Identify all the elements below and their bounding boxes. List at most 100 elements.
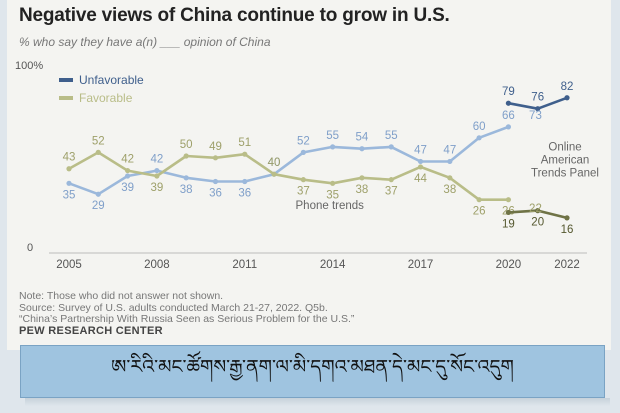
data-point xyxy=(447,175,453,181)
data-label: 38 xyxy=(443,184,456,196)
data-label: 42 xyxy=(150,154,163,166)
data-point xyxy=(505,209,512,216)
banner-caption: ཨ་རིའི་མང་ཚོགས་རྒྱ་ནག་ལ་མི་དགའ་མཐན་དེ་མང… xyxy=(111,355,514,378)
y-tick-label: 0 xyxy=(27,242,33,254)
data-label: 50 xyxy=(180,139,193,151)
data-label: 37 xyxy=(297,186,310,198)
data-label: 40 xyxy=(268,157,281,169)
legend-label: Favorable xyxy=(79,91,133,105)
y-tick-label: 100% xyxy=(15,60,43,72)
data-label: 49 xyxy=(209,141,222,153)
data-point xyxy=(66,180,72,186)
chart-source: Source: Survey of U.S. adults conducted … xyxy=(19,302,328,314)
data-point xyxy=(242,151,248,157)
data-point xyxy=(271,171,277,177)
data-point xyxy=(447,158,453,165)
data-label: 82 xyxy=(561,81,574,93)
data-point xyxy=(564,95,570,101)
phone-trends-label: Phone trends xyxy=(296,200,365,212)
online-panel-label: Online xyxy=(548,142,581,154)
data-label: 52 xyxy=(297,135,310,147)
x-tick-label: 2020 xyxy=(496,259,522,271)
data-point xyxy=(535,106,541,112)
data-label: 16 xyxy=(561,224,574,236)
chart-report-title: “China’s Partnership With Russia Seen as… xyxy=(19,313,355,325)
data-label: 26 xyxy=(473,206,486,218)
chart-subtitle: % who say they have a(n) ___ opinion of … xyxy=(19,35,271,49)
x-tick-label: 2005 xyxy=(56,259,82,271)
data-point xyxy=(564,215,570,221)
x-tick-label: 2022 xyxy=(554,259,580,271)
data-label: 55 xyxy=(385,130,398,142)
data-point xyxy=(505,124,512,130)
data-label: 76 xyxy=(531,92,544,104)
data-point xyxy=(417,158,424,165)
data-label: 40 xyxy=(268,157,281,169)
data-label: 20 xyxy=(531,217,544,229)
tibetan-caption-banner: ཨ་རིའི་མང་ཚོགས་རྒྱ་ནག་ལ་མི་དགའ་མཐན་དེ་མང… xyxy=(20,345,605,398)
x-tick-label: 2017 xyxy=(408,259,434,271)
data-label: 60 xyxy=(473,121,486,133)
data-label: 35 xyxy=(63,189,76,201)
data-point xyxy=(476,197,482,203)
data-point xyxy=(300,177,306,183)
data-label: 38 xyxy=(356,184,369,196)
x-tick-label: 2014 xyxy=(320,259,346,271)
data-label: 47 xyxy=(414,144,427,156)
data-label: 66 xyxy=(502,110,515,122)
data-label: 73 xyxy=(529,110,542,122)
legend-label: Unfavorable xyxy=(79,73,144,87)
data-point xyxy=(95,191,101,197)
online-panel-label: Trends Panel xyxy=(531,168,599,180)
data-label: 43 xyxy=(63,152,76,164)
data-point xyxy=(95,149,101,155)
data-label: 22 xyxy=(529,203,542,215)
data-point xyxy=(330,180,336,186)
data-label: 55 xyxy=(326,130,339,142)
data-label: 79 xyxy=(502,86,515,98)
data-label: 39 xyxy=(121,182,134,194)
data-label: 38 xyxy=(180,184,193,196)
data-label: 19 xyxy=(502,218,515,230)
data-point xyxy=(359,146,365,152)
data-point xyxy=(535,208,541,214)
data-label: 42 xyxy=(121,154,134,166)
data-point xyxy=(66,166,72,172)
x-tick-label: 2008 xyxy=(144,259,170,271)
data-point xyxy=(505,197,512,203)
data-label: 36 xyxy=(238,187,251,199)
data-label: 52 xyxy=(92,135,105,147)
series-line-favorable xyxy=(68,151,509,201)
chart-title: Negative views of China continue to grow… xyxy=(19,5,450,26)
data-label: 39 xyxy=(150,182,163,194)
data-label: 44 xyxy=(414,173,427,185)
data-point xyxy=(212,178,219,185)
data-point xyxy=(242,178,248,185)
data-point xyxy=(359,175,365,181)
pew-research-center-logo: PEW RESEARCH CENTER xyxy=(19,325,163,337)
data-point xyxy=(212,155,219,161)
online-panel-label: American xyxy=(541,155,590,167)
data-label: 54 xyxy=(356,132,369,144)
data-label: 37 xyxy=(385,186,398,198)
data-point xyxy=(183,175,189,181)
data-point xyxy=(183,153,189,159)
data-point xyxy=(330,144,336,150)
data-label: 29 xyxy=(92,200,105,212)
data-point xyxy=(124,173,131,179)
data-point xyxy=(154,173,160,179)
data-point xyxy=(505,100,512,106)
data-label: 47 xyxy=(443,144,456,156)
data-point xyxy=(154,167,160,174)
x-tick-label: 2011 xyxy=(232,259,257,271)
chart-card: Negative views of China continue to grow… xyxy=(7,0,611,350)
chart-note: Note: Those who did not answer not shown… xyxy=(19,290,224,302)
data-label: 36 xyxy=(209,187,222,199)
data-label: 35 xyxy=(326,189,339,201)
data-point xyxy=(417,164,424,170)
banner-shadow xyxy=(25,398,610,406)
data-point xyxy=(388,144,394,150)
data-point xyxy=(124,167,131,174)
data-point xyxy=(476,135,482,141)
